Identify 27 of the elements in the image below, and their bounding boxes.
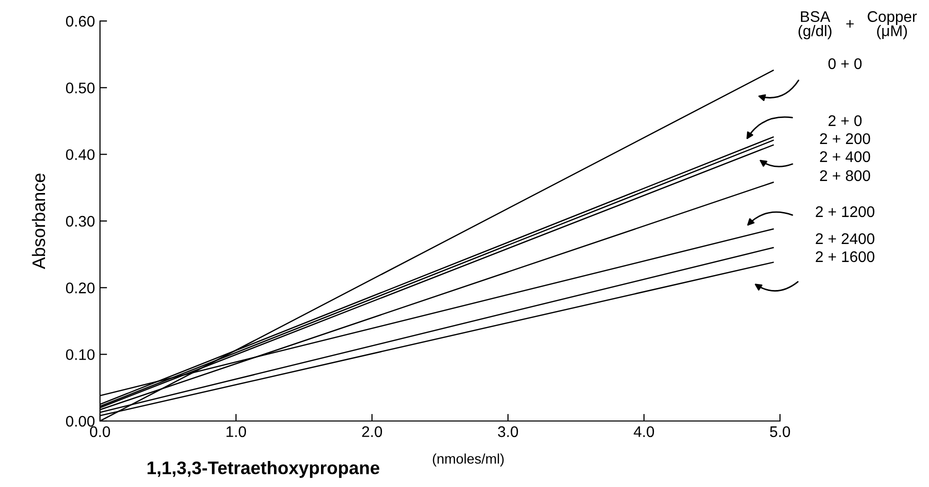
text: BSA (g/dl) [798, 11, 832, 40]
y-tick-label: 0.10 [66, 349, 95, 360]
legend-label: 2 + 0 [828, 115, 862, 126]
y-tick-label: 0.00 [66, 416, 95, 427]
text: 2 + 800 [820, 170, 870, 182]
x-tick-label: 4.0 [634, 426, 654, 438]
y-tick-label: 0.40 [66, 149, 95, 160]
y-tick-label: 0.50 [66, 82, 95, 94]
x-tick-label: 3.0 [498, 426, 518, 438]
text: 0 + 0 [828, 58, 862, 70]
x-tick-label: 2.0 [362, 426, 382, 438]
y-tick-label: 0.60 [66, 16, 95, 27]
y-axis-title: Absorbance [32, 174, 46, 270]
x-tick-label: 5.0 [770, 426, 790, 438]
text: (nmoles/ml) [432, 454, 504, 466]
legend-label: 2 + 400 [820, 151, 870, 162]
x-axis-title: 1,1,3,3-Tetraethoxypropane [148, 461, 380, 478]
legend-label: 2 + 1200 [816, 206, 874, 218]
text: Copper (μM) [868, 11, 917, 40]
x-tick-label: 0.0 [90, 426, 110, 438]
text: 2 + 1600 [816, 251, 874, 262]
text: 2 + 200 [820, 133, 870, 144]
text: 2 + 2400 [816, 233, 874, 244]
y-tick-label: 0.30 [66, 216, 95, 227]
text: + [846, 20, 854, 28]
y-tick-label: 0.20 [66, 282, 95, 294]
x-tick-label: 1.0 [226, 426, 246, 438]
